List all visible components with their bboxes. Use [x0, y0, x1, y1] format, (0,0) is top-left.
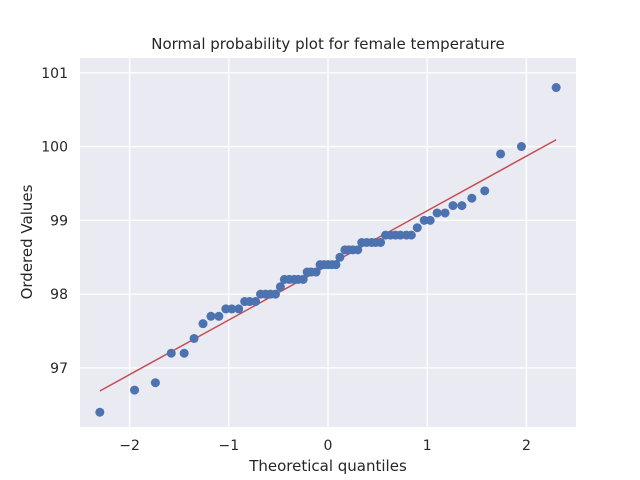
- x-tick-label: 1: [423, 438, 432, 454]
- x-tick-label: −1: [218, 438, 239, 454]
- y-tick-label: 98: [50, 287, 68, 303]
- data-point: [206, 311, 216, 321]
- data-point: [551, 83, 561, 93]
- data-point: [298, 274, 308, 284]
- y-tick-label: 99: [50, 213, 68, 229]
- data-point: [480, 186, 490, 196]
- y-axis-ticks: 97 98 99 100 101: [41, 66, 68, 377]
- x-tick-label: −2: [119, 438, 140, 454]
- gridlines: [80, 58, 576, 427]
- data-point: [440, 208, 450, 218]
- data-point: [270, 289, 280, 299]
- data-point: [376, 238, 386, 247]
- data-points: [95, 83, 561, 417]
- data-point: [331, 260, 341, 270]
- data-point: [311, 267, 321, 277]
- data-point: [412, 223, 422, 233]
- data-point: [335, 252, 345, 262]
- data-point: [214, 311, 224, 321]
- data-point: [251, 297, 261, 307]
- data-point: [467, 193, 477, 203]
- data-point: [425, 215, 435, 225]
- data-point: [406, 230, 416, 240]
- data-point: [275, 282, 285, 292]
- data-point: [448, 201, 458, 211]
- x-tick-label: 2: [522, 438, 531, 454]
- data-point: [166, 348, 176, 358]
- data-point: [432, 208, 442, 218]
- data-point: [130, 385, 140, 395]
- data-point: [234, 304, 244, 314]
- x-axis-ticks: −2 −1 0 1 2: [119, 438, 531, 454]
- data-point: [516, 142, 526, 152]
- data-point: [353, 245, 363, 255]
- data-point: [95, 407, 105, 417]
- data-point: [227, 304, 237, 314]
- data-point: [496, 149, 506, 159]
- x-tick-label: 0: [324, 438, 333, 454]
- y-tick-label: 100: [41, 140, 68, 156]
- y-tick-label: 101: [41, 66, 68, 82]
- data-point: [150, 378, 160, 388]
- y-tick-label: 97: [50, 361, 68, 377]
- data-point: [198, 319, 208, 329]
- x-axis-label: Theoretical quantiles: [248, 457, 407, 475]
- data-point: [179, 348, 189, 358]
- y-axis-label: Ordered Values: [18, 184, 36, 299]
- data-point: [457, 201, 467, 211]
- chart-title: Normal probability plot for female tempe…: [151, 35, 505, 53]
- data-point: [189, 333, 199, 343]
